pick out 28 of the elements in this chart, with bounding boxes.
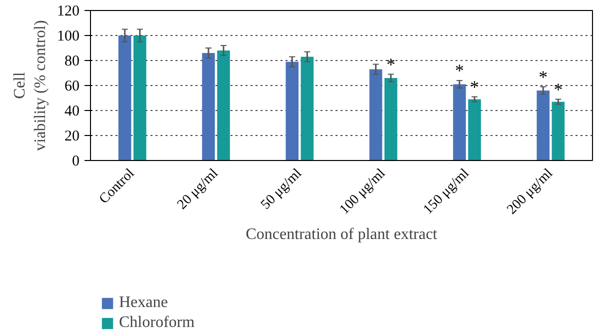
y-tick-label: 40 xyxy=(64,104,80,120)
y-tick-label: 20 xyxy=(64,128,80,144)
legend-label: Hexane xyxy=(119,294,168,312)
bar xyxy=(217,50,230,160)
bar xyxy=(384,78,398,160)
annotation: * xyxy=(538,66,548,87)
bar xyxy=(202,53,215,160)
annotation: * xyxy=(386,54,396,74)
y-tick-label: 60 xyxy=(64,78,80,94)
bar xyxy=(300,56,314,160)
bar xyxy=(468,99,481,160)
y-tick-label: 120 xyxy=(57,4,80,20)
bar xyxy=(536,90,550,160)
y-tick-label: 100 xyxy=(57,28,80,44)
bar xyxy=(286,62,299,160)
bar xyxy=(552,102,565,160)
annotation: * xyxy=(454,60,464,80)
bar xyxy=(369,69,382,160)
annotation: * xyxy=(554,79,563,100)
bar xyxy=(453,84,466,160)
x-axis-title: Concentration of plant extract xyxy=(246,226,438,243)
bar xyxy=(133,36,146,160)
y-axis-title: Cell viability (% control) xyxy=(12,20,49,151)
bar xyxy=(118,36,132,160)
annotation: * xyxy=(470,76,480,97)
legend-label: Chloroform xyxy=(119,314,195,332)
y-tick-label: 80 xyxy=(64,54,80,70)
y-tick-label: 0 xyxy=(72,154,80,170)
